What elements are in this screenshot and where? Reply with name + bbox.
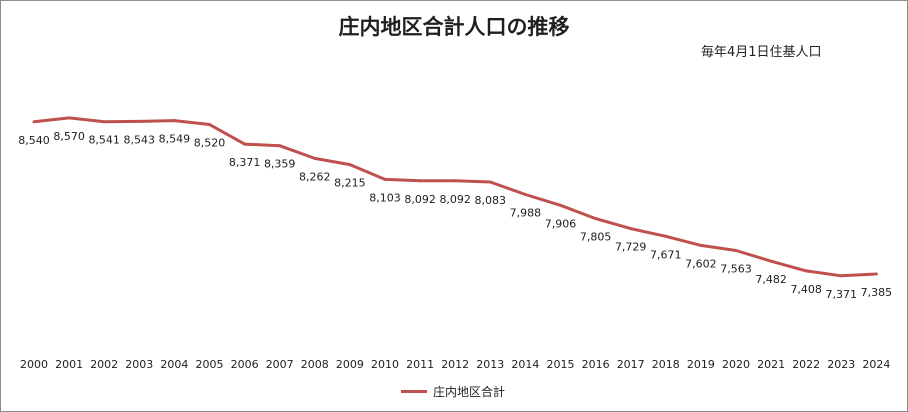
data-label: 7,729 [615,241,647,254]
data-point [664,234,668,238]
legend: 庄内地区合計 [401,383,505,400]
x-tick-label: 2011 [406,358,434,371]
legend-swatch [401,390,427,393]
data-point [137,119,141,123]
x-tick-label: 2000 [20,358,48,371]
data-point [418,179,422,183]
x-tick-label: 2022 [792,358,820,371]
x-tick-label: 2014 [511,358,539,371]
data-point [629,227,633,231]
data-point [102,120,106,124]
chart-subtitle: 毎年4月1日住基人口 [701,45,822,60]
x-tick-label: 2008 [301,358,329,371]
data-point [523,193,527,197]
x-tick-label: 2016 [582,358,610,371]
data-label: 8,549 [159,133,191,146]
x-tick-label: 2004 [160,358,188,371]
data-point [243,142,247,146]
x-tick-label: 2012 [441,358,469,371]
data-label: 8,540 [18,134,50,147]
data-point [313,156,317,160]
data-label: 8,371 [229,156,261,169]
data-label: 8,215 [334,177,366,190]
x-tick-label: 2013 [476,358,504,371]
data-point [383,177,387,181]
data-point [734,249,738,253]
data-label: 8,092 [404,193,436,206]
x-tick-label: 2019 [687,358,715,371]
data-label: 7,602 [685,257,717,270]
data-label: 7,482 [755,273,787,286]
data-point [804,269,808,273]
chart-title: 庄内地区合計人口の推移 [338,15,570,39]
x-tick-label: 2009 [336,358,364,371]
x-tick-label: 2001 [55,358,83,371]
data-point [172,119,176,123]
data-point [699,243,703,247]
data-point [594,217,598,221]
data-label: 8,262 [299,170,331,183]
data-label: 7,408 [790,283,822,296]
data-label: 7,671 [650,248,682,261]
data-point [839,274,843,278]
x-tick-label: 2018 [652,358,680,371]
data-point [453,179,457,183]
data-point [488,180,492,184]
data-point [874,272,878,276]
data-label: 7,805 [580,231,612,244]
data-label: 8,359 [264,158,296,171]
x-tick-label: 2024 [862,358,890,371]
data-point [208,122,211,126]
x-tick-label: 2006 [231,358,259,371]
data-point [67,116,71,120]
data-label: 7,385 [861,286,893,299]
data-label: 8,543 [124,133,156,146]
x-tick-label: 2021 [757,358,785,371]
data-label: 7,371 [826,288,858,301]
x-tick-label: 2005 [196,358,224,371]
data-point [278,144,282,148]
x-tick-label: 2010 [371,358,399,371]
x-tick-label: 2017 [617,358,645,371]
data-label: 8,570 [53,130,85,143]
data-label: 8,520 [194,136,226,149]
x-tick-label: 2020 [722,358,750,371]
x-tick-label: 2002 [90,358,118,371]
data-point [348,163,352,167]
data-label: 8,083 [475,194,507,207]
x-tick-label: 2023 [827,358,855,371]
x-tick-label: 2003 [125,358,153,371]
x-tick-label: 2015 [547,358,575,371]
data-label: 8,092 [439,193,471,206]
data-label: 7,988 [510,207,542,220]
data-label: 7,563 [720,263,752,276]
data-point [559,203,562,207]
data-point [769,259,773,263]
data-label: 8,541 [88,134,120,147]
data-label: 8,103 [369,191,401,204]
data-label: 7,906 [545,217,577,230]
legend-label: 庄内地区合計 [433,385,506,399]
x-tick-label: 2007 [266,358,294,371]
data-point [32,120,36,124]
